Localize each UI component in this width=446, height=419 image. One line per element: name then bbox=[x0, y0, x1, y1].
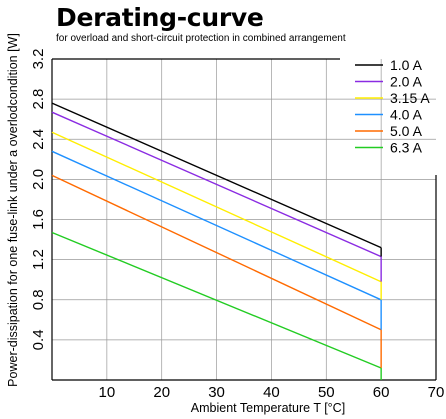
legend-label-3: 4.0 A bbox=[390, 107, 423, 123]
legend-label-0: 1.0 A bbox=[390, 57, 423, 73]
series-lines bbox=[51, 102, 382, 380]
series-line-5 bbox=[51, 231, 382, 369]
y-tick-label: 2.0 bbox=[30, 169, 47, 190]
x-tick-label: 30 bbox=[208, 384, 225, 401]
series-line-4 bbox=[51, 174, 382, 331]
chart-title: Derating-curve bbox=[56, 3, 264, 32]
legend: 1.0 A2.0 A3.15 A4.0 A5.0 A6.3 A bbox=[355, 57, 430, 156]
y-tick-label: 0.4 bbox=[30, 329, 47, 350]
series-line-3 bbox=[51, 150, 382, 301]
legend-label-2: 3.15 A bbox=[390, 90, 430, 106]
legend-label-1: 2.0 A bbox=[390, 74, 423, 90]
x-axis-label: Ambient Temperature T [°C] bbox=[191, 401, 345, 415]
y-tick-label: 1.2 bbox=[30, 249, 47, 270]
y-axis-label: Power-dissipation for one fuse-link unde… bbox=[6, 33, 20, 387]
series-line-2 bbox=[51, 131, 382, 283]
x-tick-label: 50 bbox=[318, 384, 335, 401]
x-tick-label: 70 bbox=[428, 384, 445, 401]
y-tick-label: 1.6 bbox=[30, 209, 47, 230]
legend-label-4: 5.0 A bbox=[390, 123, 423, 139]
y-tick-label: 3.2 bbox=[30, 49, 47, 70]
y-tick-label: 2.4 bbox=[30, 129, 47, 150]
legend-label-5: 6.3 A bbox=[390, 140, 423, 156]
x-tick-labels: 10 20 30 40 50 60 70 bbox=[99, 384, 445, 401]
series-line-1 bbox=[51, 111, 382, 258]
x-tick-label: 20 bbox=[153, 384, 170, 401]
y-tick-label: 0.8 bbox=[30, 289, 47, 310]
series-line-0 bbox=[51, 102, 382, 249]
chart-subtitle: for overload and short-circuit protectio… bbox=[56, 33, 346, 44]
y-tick-labels: 0.4 0.8 1.2 1.6 2.0 2.4 2.8 3.2 bbox=[30, 49, 47, 351]
x-tick-label: 10 bbox=[99, 384, 116, 401]
y-tick-label: 2.8 bbox=[30, 89, 47, 110]
x-tick-label: 60 bbox=[373, 384, 390, 401]
x-tick-label: 40 bbox=[263, 384, 280, 401]
